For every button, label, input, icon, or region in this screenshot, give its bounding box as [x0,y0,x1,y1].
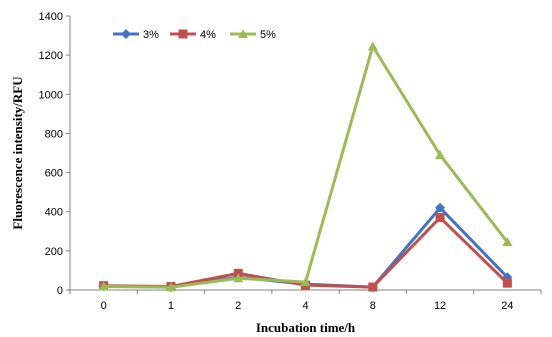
legend-label: 3% [143,29,159,41]
x-tick-label: 24 [501,300,513,312]
data-point [435,202,446,213]
x-axis-title: Incubation time/h [256,320,356,335]
y-tick-label: 600 [45,168,63,180]
y-tick-label: 0 [57,285,63,297]
data-point [165,282,176,292]
data-point [502,237,513,247]
y-tick-label: 1400 [39,11,63,23]
series-layer [98,41,513,293]
series-line [103,216,509,289]
data-point [98,281,109,291]
series-line [103,44,509,289]
y-tick-label: 400 [45,207,63,219]
data-point [435,149,446,159]
data-point [233,273,244,283]
x-tick-label: 8 [370,300,376,312]
legend-label: 4% [200,29,216,41]
legend-label: 5% [260,29,276,41]
series-line [103,206,509,289]
x-tick-label: 1 [168,300,174,312]
data-point [502,278,512,288]
legend-marker [238,29,248,38]
data-point [368,282,378,292]
x-tick-label: 0 [101,300,107,312]
legend-marker [178,29,188,39]
legend-marker [121,29,131,39]
legend: 3% 4% 5% [113,29,276,41]
data-point [367,41,378,51]
y-ticks: 0 200 400 600 800 1000 1200 1400 [39,11,70,297]
y-axis-title: Fluorescence intensity/RFU [10,76,25,230]
data-point [300,277,311,287]
y-tick-label: 800 [45,128,63,140]
x-ticks: 0 1 2 4 8 12 24 [69,290,542,312]
y-tick-label: 1000 [39,89,63,101]
x-tick-label: 12 [434,300,446,312]
data-point [435,213,445,223]
x-tick-label: 4 [302,300,308,312]
series-3 [98,41,513,292]
y-tick-label: 1200 [39,50,63,62]
y-tick-label: 200 [45,246,63,258]
axes [69,16,541,291]
x-tick-label: 2 [235,300,241,312]
